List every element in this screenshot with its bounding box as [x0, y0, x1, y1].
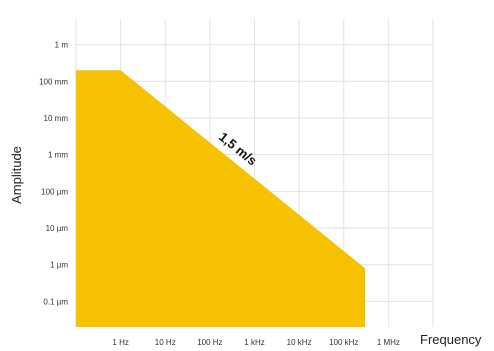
y-tick-label: 0.1 µm — [43, 297, 68, 306]
y-tick-label: 100 µm — [41, 187, 68, 196]
y-tick-label: 10 µm — [46, 224, 69, 233]
x-tick-label: 1 Hz — [112, 338, 128, 347]
y-axis-label: Amplitude — [9, 146, 24, 204]
x-axis-label: Frequency — [420, 332, 482, 347]
x-tick-label: 10 Hz — [155, 338, 176, 347]
y-tick-label: 1 µm — [50, 261, 68, 270]
y-tick-label: 1 mm — [48, 151, 68, 160]
y-tick-label: 1 m — [55, 41, 69, 50]
x-tick-label: 1 MHz — [377, 338, 400, 347]
x-tick-label: 10 kHz — [287, 338, 312, 347]
x-tick-labels: 1 Hz 10 Hz 100 Hz 1 kHz 10 kHz 100 kHz 1 MHz — [112, 338, 400, 347]
x-tick-label: 100 kHz — [329, 338, 358, 347]
amplitude-area — [76, 70, 366, 327]
x-tick-label: 1 kHz — [244, 338, 264, 347]
x-tick-label: 100 Hz — [197, 338, 222, 347]
y-tick-label: 10 mm — [44, 114, 69, 123]
y-tick-labels: 1 m 100 mm 10 mm 1 mm 100 µm 10 µm 1 µm 0.1 µm — [39, 41, 68, 307]
y-tick-label: 100 mm — [39, 77, 68, 86]
